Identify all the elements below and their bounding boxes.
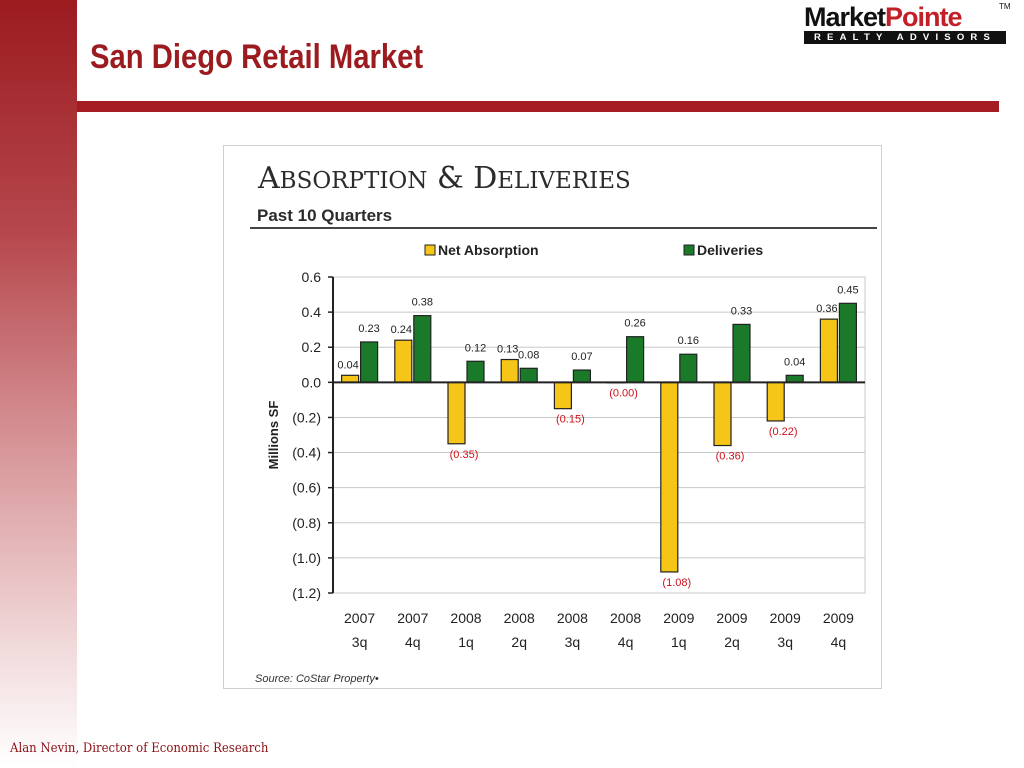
slide-title: San Diego Retail Market [90, 38, 424, 76]
logo-wordmark: MarketPointe [804, 2, 963, 33]
x-tick-quarter: 2q [724, 634, 740, 650]
label-net-absorption: (0.36) [716, 451, 745, 463]
label-net-absorption: 0.04 [337, 359, 358, 371]
x-tick-quarter: 4q [618, 634, 634, 650]
y-tick-label: (0.8) [292, 515, 321, 531]
chart-panel: ABSORPTION & DELIVERIES Past 10 Quarters… [223, 145, 882, 689]
label-deliveries: 0.38 [412, 297, 433, 309]
bar-net-absorption [660, 381, 679, 573]
x-tick-quarter: 3q [352, 634, 368, 650]
label-net-absorption: (0.15) [556, 414, 585, 426]
chart-legend: Net Absorption Deliveries [424, 242, 763, 258]
x-tick-year: 2007 [397, 610, 428, 626]
x-tick-year: 2009 [823, 610, 854, 626]
label-deliveries: 0.16 [678, 335, 699, 347]
label-deliveries: 0.33 [731, 305, 752, 317]
bar-deliveries [838, 302, 858, 383]
presenter-footer: Alan Nevin, Director of Economic Researc… [10, 741, 269, 756]
bar-net-absorption [500, 358, 519, 383]
legend-label: Net Absorption [438, 242, 539, 258]
y-tick-label: (1.0) [292, 550, 321, 566]
label-deliveries: 0.04 [784, 356, 805, 368]
bar-deliveries [360, 341, 379, 383]
x-tick-year: 2007 [344, 610, 375, 626]
label-deliveries: 0.12 [465, 342, 486, 354]
bar-deliveries [413, 315, 432, 383]
x-tick-quarter: 1q [458, 634, 474, 650]
subtitle-rule [250, 227, 877, 229]
y-tick-label: (0.4) [292, 445, 321, 461]
side-accent-bar [0, 0, 77, 768]
label-net-absorption: (0.35) [450, 449, 479, 461]
y-tick-label: (1.2) [292, 585, 321, 601]
x-tick-year: 2008 [610, 610, 641, 626]
x-tick-year: 2008 [557, 610, 588, 626]
label-deliveries: 0.23 [358, 323, 379, 335]
bar-deliveries [466, 360, 485, 383]
bar-net-absorption [713, 381, 732, 447]
label-deliveries: 0.26 [624, 318, 645, 330]
bar-deliveries [519, 367, 538, 383]
x-tick-year: 2008 [450, 610, 481, 626]
y-axis-label: Millions SF [266, 401, 281, 470]
label-deliveries: 0.08 [518, 349, 539, 361]
y-tick-label: 0.6 [302, 269, 322, 285]
company-logo: MarketPointe TM REALTY ADVISORS [800, 2, 1011, 46]
legend-swatch [424, 244, 436, 256]
label-deliveries: 0.45 [837, 284, 858, 296]
legend-label: Deliveries [697, 242, 763, 258]
bar-deliveries [785, 374, 804, 383]
x-tick-quarter: 4q [405, 634, 421, 650]
y-tick-label: (0.2) [292, 409, 321, 425]
chart-subtitle: Past 10 Quarters [257, 206, 392, 225]
x-axis: 2007 3q 2007 4q 2008 1q 2008 2q 2008 3q 2008 4q 2009… [333, 381, 865, 650]
logo-trademark: TM [999, 2, 1011, 11]
bar-net-absorption [447, 381, 466, 445]
y-tick-label: (0.6) [292, 480, 321, 496]
label-net-absorption: (0.22) [769, 426, 798, 438]
x-tick-year: 2009 [770, 610, 801, 626]
y-tick-label: 0.4 [302, 304, 322, 320]
bar-net-absorption [766, 381, 785, 422]
logo-tagline: REALTY ADVISORS [804, 31, 1006, 44]
chart-source: Source: CoStar Property• [255, 673, 379, 685]
bar-deliveries [572, 369, 591, 383]
logo-market-text: Market [804, 2, 886, 32]
label-net-absorption: 0.24 [391, 324, 412, 336]
label-net-absorption: 0.36 [816, 303, 837, 315]
x-tick-quarter: 3q [777, 634, 793, 650]
logo-pointe-text: Pointe [885, 2, 963, 32]
bar-deliveries [626, 336, 645, 383]
bar-net-absorption [553, 381, 572, 410]
x-tick-year: 2009 [663, 610, 694, 626]
absorption-deliveries-chart: ABSORPTION & DELIVERIES Past 10 Quarters… [250, 161, 877, 685]
label-deliveries: 0.07 [571, 351, 592, 363]
y-tick-label: 0.0 [302, 374, 322, 390]
label-net-absorption: 0.13 [497, 344, 518, 356]
data-labels: 0.04 0.23 0.24 0.38 (0.35) 0.12 0.13 0.08 (0.15)… [337, 284, 858, 589]
bar-deliveries [732, 323, 751, 383]
x-tick-quarter: 2q [511, 634, 527, 650]
x-tick-year: 2008 [504, 610, 535, 626]
y-axis: 0.6 0.4 0.2 0.0 (0.2) (0.4) (0.6) (0.8) (1.0) (1.… [292, 269, 334, 601]
x-tick-quarter: 3q [565, 634, 581, 650]
y-tick-label: 0.2 [302, 339, 322, 355]
x-tick-quarter: 1q [671, 634, 687, 650]
bar-net-absorption [819, 318, 839, 383]
legend-swatch [683, 244, 695, 256]
title-divider [77, 101, 999, 112]
x-tick-quarter: 4q [831, 634, 847, 650]
chart-bars [340, 302, 858, 573]
bar-deliveries [679, 353, 698, 383]
chart-title: ABSORPTION & DELIVERIES [257, 161, 631, 196]
label-net-absorption: (1.08) [662, 577, 691, 589]
label-net-absorption: (0.00) [609, 387, 638, 399]
bar-net-absorption [340, 374, 360, 383]
bar-net-absorption [394, 339, 413, 383]
x-tick-year: 2009 [716, 610, 747, 626]
